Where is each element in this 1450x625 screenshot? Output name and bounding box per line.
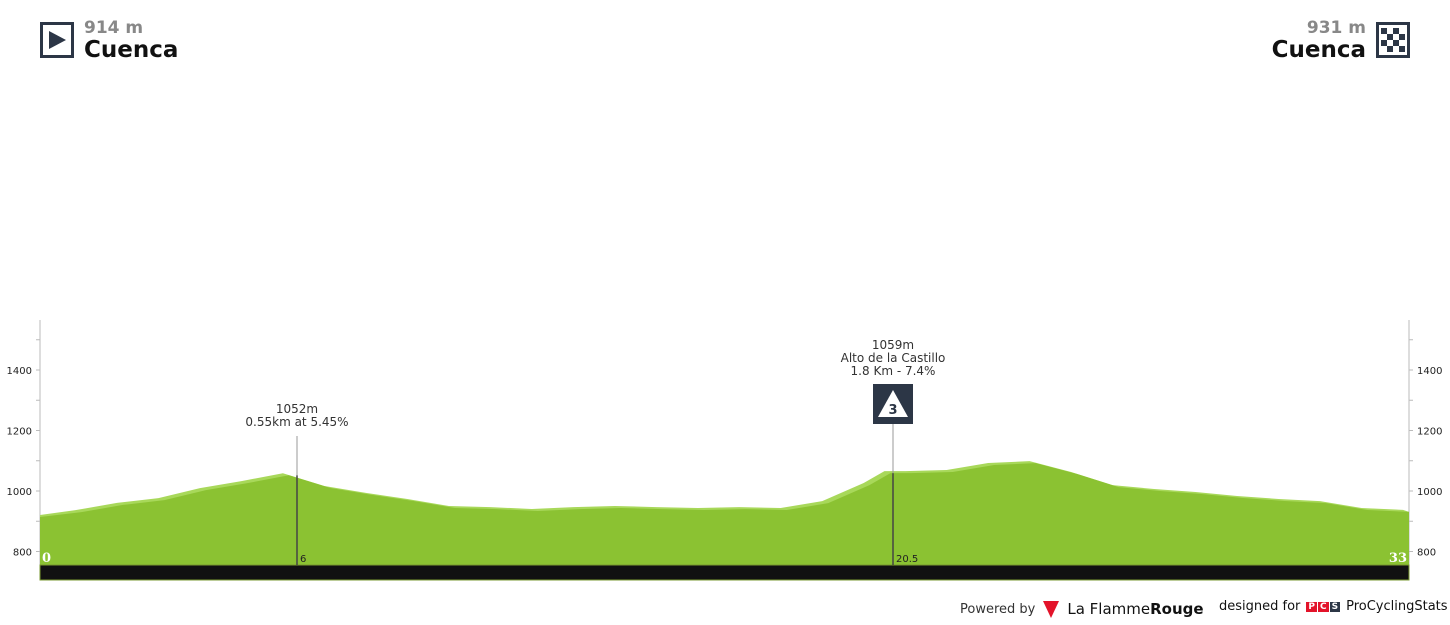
y-tick-label: 800 <box>1417 548 1436 559</box>
x-label-20.5: 20.5 <box>896 554 918 565</box>
start-altitude: 914 m <box>84 18 144 38</box>
powered-label: Powered by <box>960 601 1036 617</box>
pcs-s: S <box>1329 601 1341 612</box>
category-label: 3 <box>888 403 897 418</box>
finish-altitude: 931 m <box>1306 18 1366 38</box>
profile-area <box>40 463 1409 565</box>
site-name: ProCyclingStats <box>1346 599 1448 614</box>
pcs-c: C <box>1318 601 1329 612</box>
y-tick-label: 1400 <box>1417 366 1442 377</box>
brand-part1: La Flamme <box>1067 600 1151 618</box>
climb-annotation-text: Alto de la Castillo <box>841 351 946 365</box>
flamme-rouge-logo-icon <box>1043 601 1060 618</box>
x-label-6: 6 <box>300 554 306 565</box>
climb-annotation-text: 0.55km at 5.45% <box>245 415 348 429</box>
x-label-start: 0 <box>42 551 51 566</box>
x-label-end: 33 <box>1389 551 1407 566</box>
brand-part2: Rouge <box>1150 600 1204 618</box>
finish-info: 931 m Cuenca <box>1272 18 1410 62</box>
climb-annotation-text: 1.8 Km - 7.4% <box>851 364 936 378</box>
distance-bar <box>39 564 1410 581</box>
start-city: Cuenca <box>84 37 179 63</box>
powered-by: Powered by La FlammeRouge <box>960 599 1204 619</box>
pcs-p: P <box>1306 601 1317 612</box>
start-info: 914 m Cuenca <box>40 18 178 62</box>
climb-annotation-text: 1052m <box>276 402 318 416</box>
finish-city: Cuenca <box>1271 37 1366 63</box>
y-tick-label: 1200 <box>1417 427 1442 438</box>
y-tick-label: 1000 <box>7 487 32 498</box>
climb-annotation-text: 1059m <box>872 338 914 352</box>
y-tick-label: 1000 <box>1417 487 1442 498</box>
y-tick-label: 1400 <box>7 366 32 377</box>
y-tick-label: 1200 <box>7 427 32 438</box>
designed-label: designed for <box>1219 599 1301 614</box>
checkered-flag-icon <box>1376 22 1410 58</box>
y-tick-label: 800 <box>13 548 32 559</box>
mountain-icon <box>878 390 908 417</box>
play-icon <box>40 22 74 58</box>
